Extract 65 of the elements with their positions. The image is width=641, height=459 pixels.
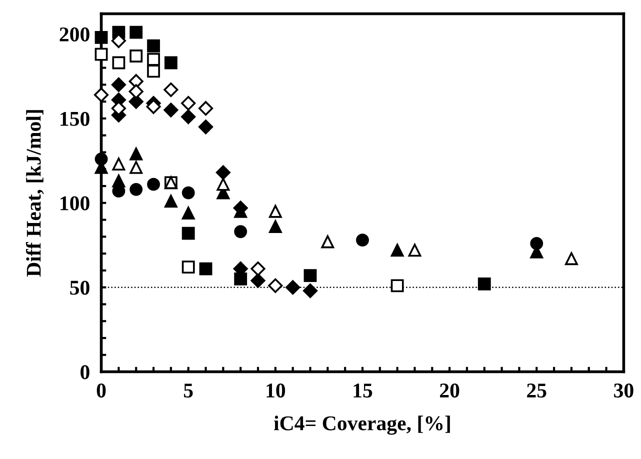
point — [164, 194, 178, 208]
point — [130, 26, 143, 39]
point — [164, 82, 178, 98]
point — [182, 206, 195, 220]
point — [321, 235, 334, 248]
point — [164, 56, 178, 70]
point — [216, 165, 230, 180]
point — [198, 101, 214, 116]
y-axis-title: Diff Heat, [kJ/mol] — [26, 110, 44, 277]
point — [94, 152, 108, 166]
x-tick-label: 30 — [614, 384, 634, 398]
point — [408, 244, 422, 257]
point — [181, 109, 196, 124]
point — [147, 39, 160, 52]
point — [182, 186, 195, 200]
point — [164, 102, 178, 118]
x-tick-label: 10 — [266, 384, 286, 398]
point — [564, 252, 578, 266]
point — [250, 273, 266, 288]
x-tick-label: 15 — [354, 384, 372, 398]
y-tick-label: 150 — [60, 112, 90, 126]
y-tick-label: 0 — [80, 365, 90, 380]
point — [390, 244, 404, 257]
point — [147, 52, 160, 66]
point — [94, 48, 108, 61]
x-tick-label: 20 — [440, 384, 460, 398]
point — [250, 261, 266, 276]
point — [147, 178, 160, 191]
point — [112, 174, 126, 188]
point — [130, 50, 143, 62]
point — [478, 278, 491, 290]
point — [268, 204, 282, 218]
point — [111, 34, 126, 48]
point — [216, 178, 230, 191]
point — [199, 262, 212, 276]
x-tick-label: 5 — [184, 384, 193, 398]
x-axis-title: iC4= Coverage, [%] — [274, 416, 450, 435]
point — [112, 158, 126, 171]
point — [182, 260, 195, 274]
point — [128, 84, 144, 99]
point — [268, 220, 282, 234]
point — [130, 160, 143, 174]
point — [356, 234, 369, 247]
point — [234, 272, 248, 286]
point — [268, 278, 283, 293]
point — [130, 147, 143, 160]
point — [286, 280, 300, 295]
point — [182, 226, 195, 240]
point — [94, 88, 109, 102]
x-tick-label: 25 — [527, 384, 546, 398]
y-tick-label: 200 — [60, 27, 90, 42]
point — [198, 120, 214, 134]
point — [302, 283, 318, 298]
point — [181, 96, 196, 111]
point — [111, 77, 126, 92]
point — [112, 56, 126, 70]
point — [390, 279, 404, 292]
point — [94, 30, 108, 44]
point — [130, 182, 143, 196]
point — [304, 269, 317, 282]
y-tick-label: 50 — [70, 280, 90, 295]
point — [147, 64, 160, 78]
x-tick-label: 0 — [96, 384, 106, 398]
y-tick-label: 100 — [60, 196, 90, 210]
point — [234, 225, 248, 238]
